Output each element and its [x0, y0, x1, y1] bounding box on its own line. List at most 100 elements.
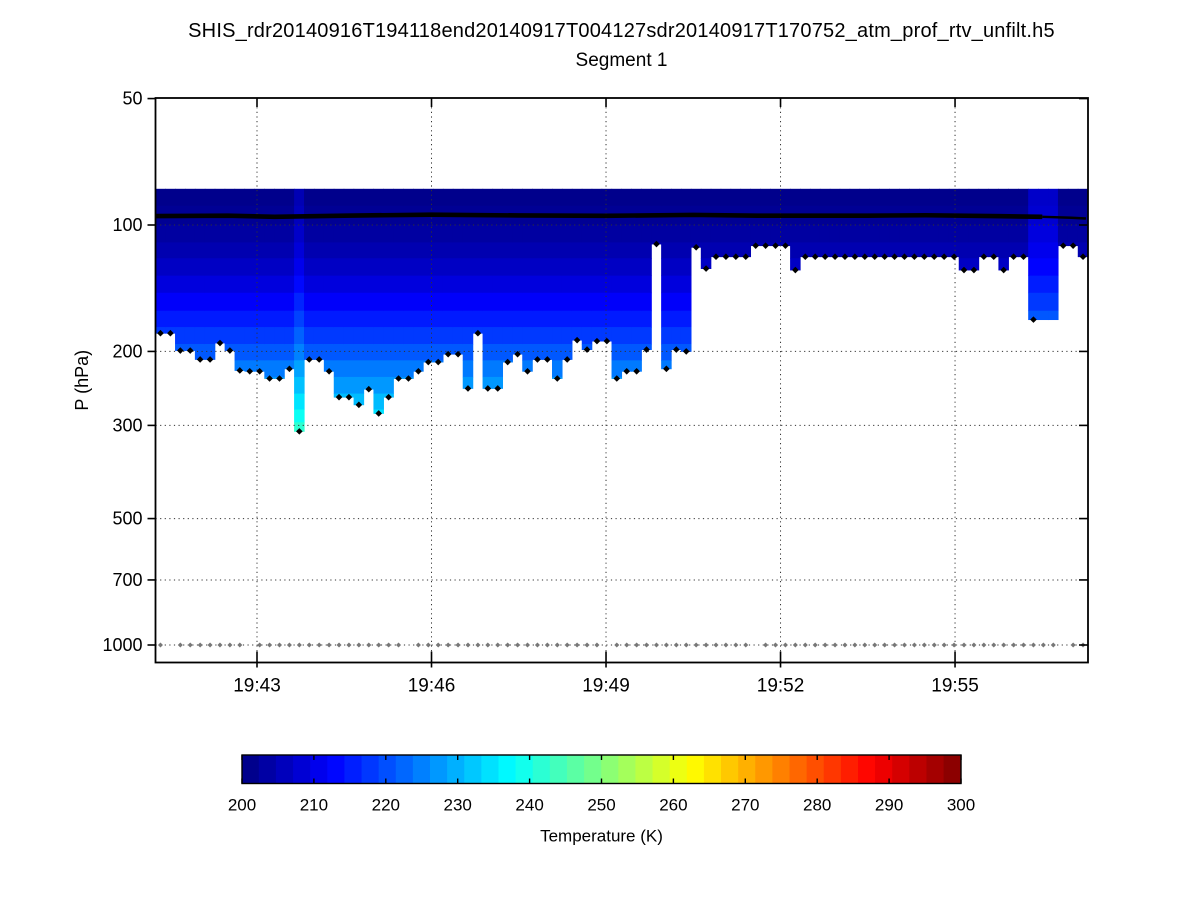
field-cell — [938, 225, 950, 243]
field-cell — [274, 343, 285, 361]
field-cell — [1077, 188, 1089, 207]
surface-pressure-dot — [475, 642, 481, 648]
field-cell — [294, 292, 305, 312]
field-cell — [948, 242, 960, 258]
field-cell — [661, 327, 672, 345]
surface-pressure-dot — [653, 642, 659, 648]
field-cell — [432, 327, 444, 345]
field-cell — [363, 343, 375, 361]
field-cell — [919, 225, 930, 243]
field-cell — [641, 242, 652, 259]
field-cell — [304, 258, 315, 277]
field-cell — [621, 292, 632, 312]
field-cell — [621, 258, 632, 277]
field-cell — [214, 275, 226, 294]
field-cell — [304, 188, 315, 207]
field-cell — [313, 225, 325, 243]
field-cell — [1048, 188, 1059, 207]
colorbar-block — [395, 755, 414, 784]
field-cell — [998, 188, 1009, 207]
y-tick-label: 700 — [112, 570, 142, 590]
field-cell — [244, 310, 256, 328]
field-cell — [849, 242, 861, 258]
field-cell — [462, 310, 474, 328]
field-cell — [492, 292, 504, 312]
field-cell — [333, 275, 345, 294]
field-cell — [294, 258, 305, 277]
field-cell — [393, 292, 404, 312]
field-cell — [383, 343, 394, 361]
surface-pressure-dot — [931, 642, 937, 648]
field-cell — [165, 225, 176, 243]
field-cell — [472, 310, 484, 328]
field-cell — [968, 188, 980, 207]
field-cell — [294, 393, 305, 410]
field-cell — [323, 258, 335, 277]
field-cell — [1048, 292, 1059, 312]
field-cell — [403, 327, 414, 345]
field-cell — [423, 242, 434, 259]
field-cell — [1077, 242, 1089, 258]
field-cell — [978, 242, 990, 258]
field-cell — [1028, 310, 1039, 321]
field-cell — [244, 327, 256, 345]
field-cell — [254, 188, 265, 207]
field-cell — [452, 225, 464, 243]
field-cell — [403, 310, 414, 328]
profile-bottom-dot — [950, 253, 958, 261]
field-cell — [383, 292, 394, 312]
field-cell — [175, 225, 186, 243]
field-cell — [214, 327, 226, 344]
field-cell — [532, 292, 543, 312]
field-cell — [462, 225, 474, 243]
surface-pressure-dot — [286, 642, 292, 648]
field-cell — [462, 258, 474, 277]
field-cell — [462, 188, 474, 207]
field-cell — [393, 225, 404, 243]
field-cell — [1038, 275, 1049, 294]
field-cell — [631, 327, 642, 345]
field-cell — [502, 343, 513, 361]
surface-pressure-dot — [445, 642, 451, 648]
field-cell — [194, 275, 206, 294]
field-cell — [155, 292, 166, 312]
field-cell — [641, 258, 652, 277]
field-cell — [522, 242, 533, 259]
field-cell — [829, 242, 841, 258]
field-cell — [611, 275, 623, 294]
field-cell — [512, 292, 523, 312]
field-cell — [829, 188, 841, 207]
field-cell — [512, 310, 523, 328]
surface-pressure-dot — [544, 642, 550, 648]
field-cell — [978, 225, 990, 243]
profile-bottom-dot — [603, 337, 611, 345]
surface-pressure-dot — [316, 642, 322, 648]
field-cell — [611, 188, 623, 207]
field-cell — [353, 376, 365, 394]
field-cell — [482, 292, 494, 312]
field-cell — [323, 327, 335, 345]
profile-bottom-dot — [643, 346, 650, 353]
field-cell — [730, 242, 742, 258]
field-cell — [323, 292, 335, 312]
surface-pressure-dot — [683, 642, 689, 648]
field-cell — [591, 242, 603, 259]
field-cell — [552, 242, 563, 259]
field-cell — [800, 242, 811, 258]
surface-pressure-dot — [911, 642, 917, 648]
field-cell — [264, 188, 275, 207]
field-cell — [224, 275, 236, 294]
field-cell — [601, 292, 613, 312]
field-cell — [750, 188, 761, 207]
field-cell — [323, 242, 335, 259]
field-cell — [958, 258, 970, 271]
field-cell — [284, 275, 295, 294]
field-cell — [333, 225, 345, 243]
surface-pressure-dot — [1001, 642, 1007, 648]
field-cell — [1038, 292, 1049, 312]
profile-bottom-dot — [663, 365, 670, 373]
field-cell — [661, 242, 672, 259]
field-cell — [839, 188, 851, 207]
field-cell — [373, 242, 384, 259]
colorbar-tick-label: 220 — [372, 796, 400, 815]
